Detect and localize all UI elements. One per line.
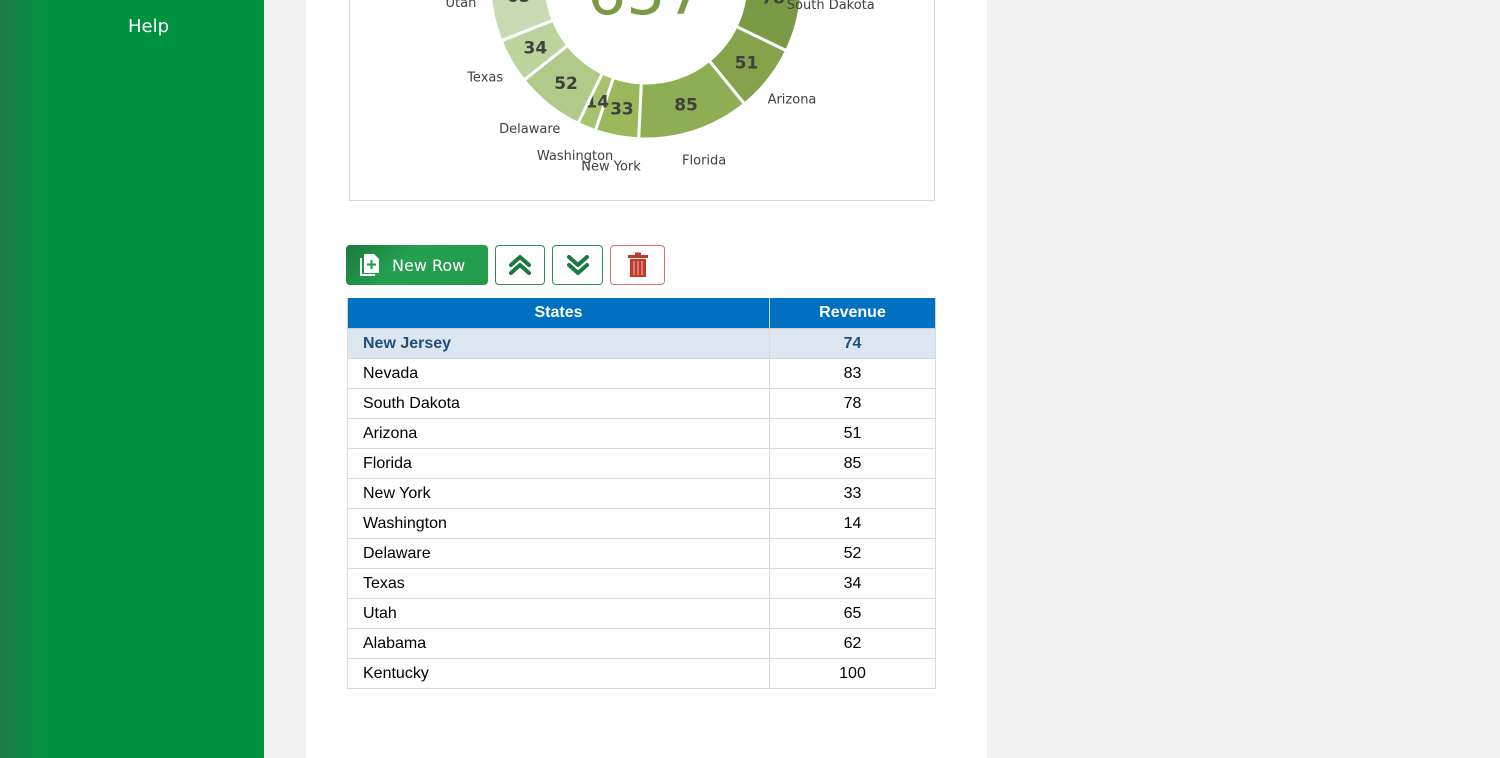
data-label: 52 — [554, 74, 578, 94]
move-down-button[interactable] — [552, 245, 603, 285]
category-label: New York — [581, 160, 641, 175]
move-up-button[interactable] — [495, 245, 545, 285]
data-label: 33 — [610, 100, 634, 120]
state-cell[interactable]: Nevada — [347, 358, 770, 389]
new-row-label: New Row — [392, 255, 466, 275]
data-label: 34 — [523, 38, 547, 58]
category-label: Washington — [537, 149, 613, 164]
revenue-cell[interactable]: 100 — [769, 658, 936, 689]
table-row[interactable]: Delaware 52 — [347, 538, 936, 569]
sidebar-item-help[interactable]: Help — [127, 16, 170, 37]
table-row[interactable]: Kentucky 100 — [347, 658, 936, 689]
add-page-icon — [360, 254, 379, 276]
donut-chart: 74New Jersey83Nevada78South Dakota51Ariz… — [349, 0, 935, 201]
delete-row-button[interactable] — [610, 245, 665, 285]
state-cell[interactable]: Arizona — [347, 418, 770, 449]
sidebar: Help — [0, 0, 264, 758]
table-row[interactable]: New York 33 — [347, 478, 936, 509]
donut-slice — [489, 0, 556, 43]
revenue-cell[interactable]: 83 — [769, 358, 936, 389]
revenue-table: States Revenue New Jersey 74 Nevada 83 South… — [347, 298, 936, 689]
state-cell[interactable]: New York — [347, 478, 770, 509]
header-revenue[interactable]: Revenue — [769, 298, 936, 329]
revenue-cell[interactable]: 65 — [769, 598, 936, 629]
data-label: 85 — [674, 96, 698, 116]
revenue-cell[interactable]: 74 — [769, 328, 936, 359]
new-row-button[interactable]: New Row — [346, 245, 488, 285]
state-cell[interactable]: Florida — [347, 448, 770, 479]
state-cell[interactable]: Kentucky — [347, 658, 770, 689]
state-cell[interactable]: Alabama — [347, 628, 770, 659]
category-label: Arizona — [768, 92, 817, 107]
table-row[interactable]: Washington 14 — [347, 508, 936, 539]
revenue-cell[interactable]: 62 — [769, 628, 936, 659]
revenue-cell[interactable]: 33 — [769, 478, 936, 509]
table-row[interactable]: Florida 85 — [347, 448, 936, 479]
revenue-cell[interactable]: 52 — [769, 538, 936, 569]
trash-icon — [627, 252, 648, 277]
revenue-cell[interactable]: 14 — [769, 508, 936, 539]
state-cell[interactable]: Texas — [347, 568, 770, 599]
data-label: 65 — [507, 0, 531, 7]
data-label: 78 — [761, 0, 785, 9]
data-label: 51 — [735, 53, 759, 73]
revenue-cell[interactable]: 78 — [769, 388, 936, 419]
category-label: Utah — [446, 0, 477, 11]
revenue-cell[interactable]: 51 — [769, 418, 936, 449]
revenue-cell[interactable]: 34 — [769, 568, 936, 599]
state-cell[interactable]: Delaware — [347, 538, 770, 569]
table-row[interactable]: Alabama 62 — [347, 628, 936, 659]
double-chevron-down-icon — [566, 255, 589, 275]
category-label: Delaware — [499, 122, 560, 137]
table-row[interactable]: Utah 65 — [347, 598, 936, 629]
center-total: 657 — [587, 0, 705, 29]
state-cell[interactable]: South Dakota — [347, 388, 770, 419]
state-cell[interactable]: Utah — [347, 598, 770, 629]
revenue-cell[interactable]: 85 — [769, 448, 936, 479]
table-row[interactable]: New Jersey 74 — [347, 328, 936, 359]
state-cell[interactable]: Washington — [347, 508, 770, 539]
table-row[interactable]: Nevada 83 — [347, 358, 936, 389]
header-states[interactable]: States — [347, 298, 770, 329]
donut-chart-svg: 74New Jersey83Nevada78South Dakota51Ariz… — [446, 0, 875, 175]
state-cell[interactable]: New Jersey — [347, 328, 770, 359]
table-row[interactable]: Arizona 51 — [347, 418, 936, 449]
category-label: South Dakota — [787, 0, 875, 13]
category-label: Florida — [682, 154, 726, 169]
double-chevron-up-icon — [509, 255, 531, 275]
category-label: Texas — [466, 70, 503, 85]
table-row[interactable]: South Dakota 78 — [347, 388, 936, 419]
table-row[interactable]: Texas 34 — [347, 568, 936, 599]
